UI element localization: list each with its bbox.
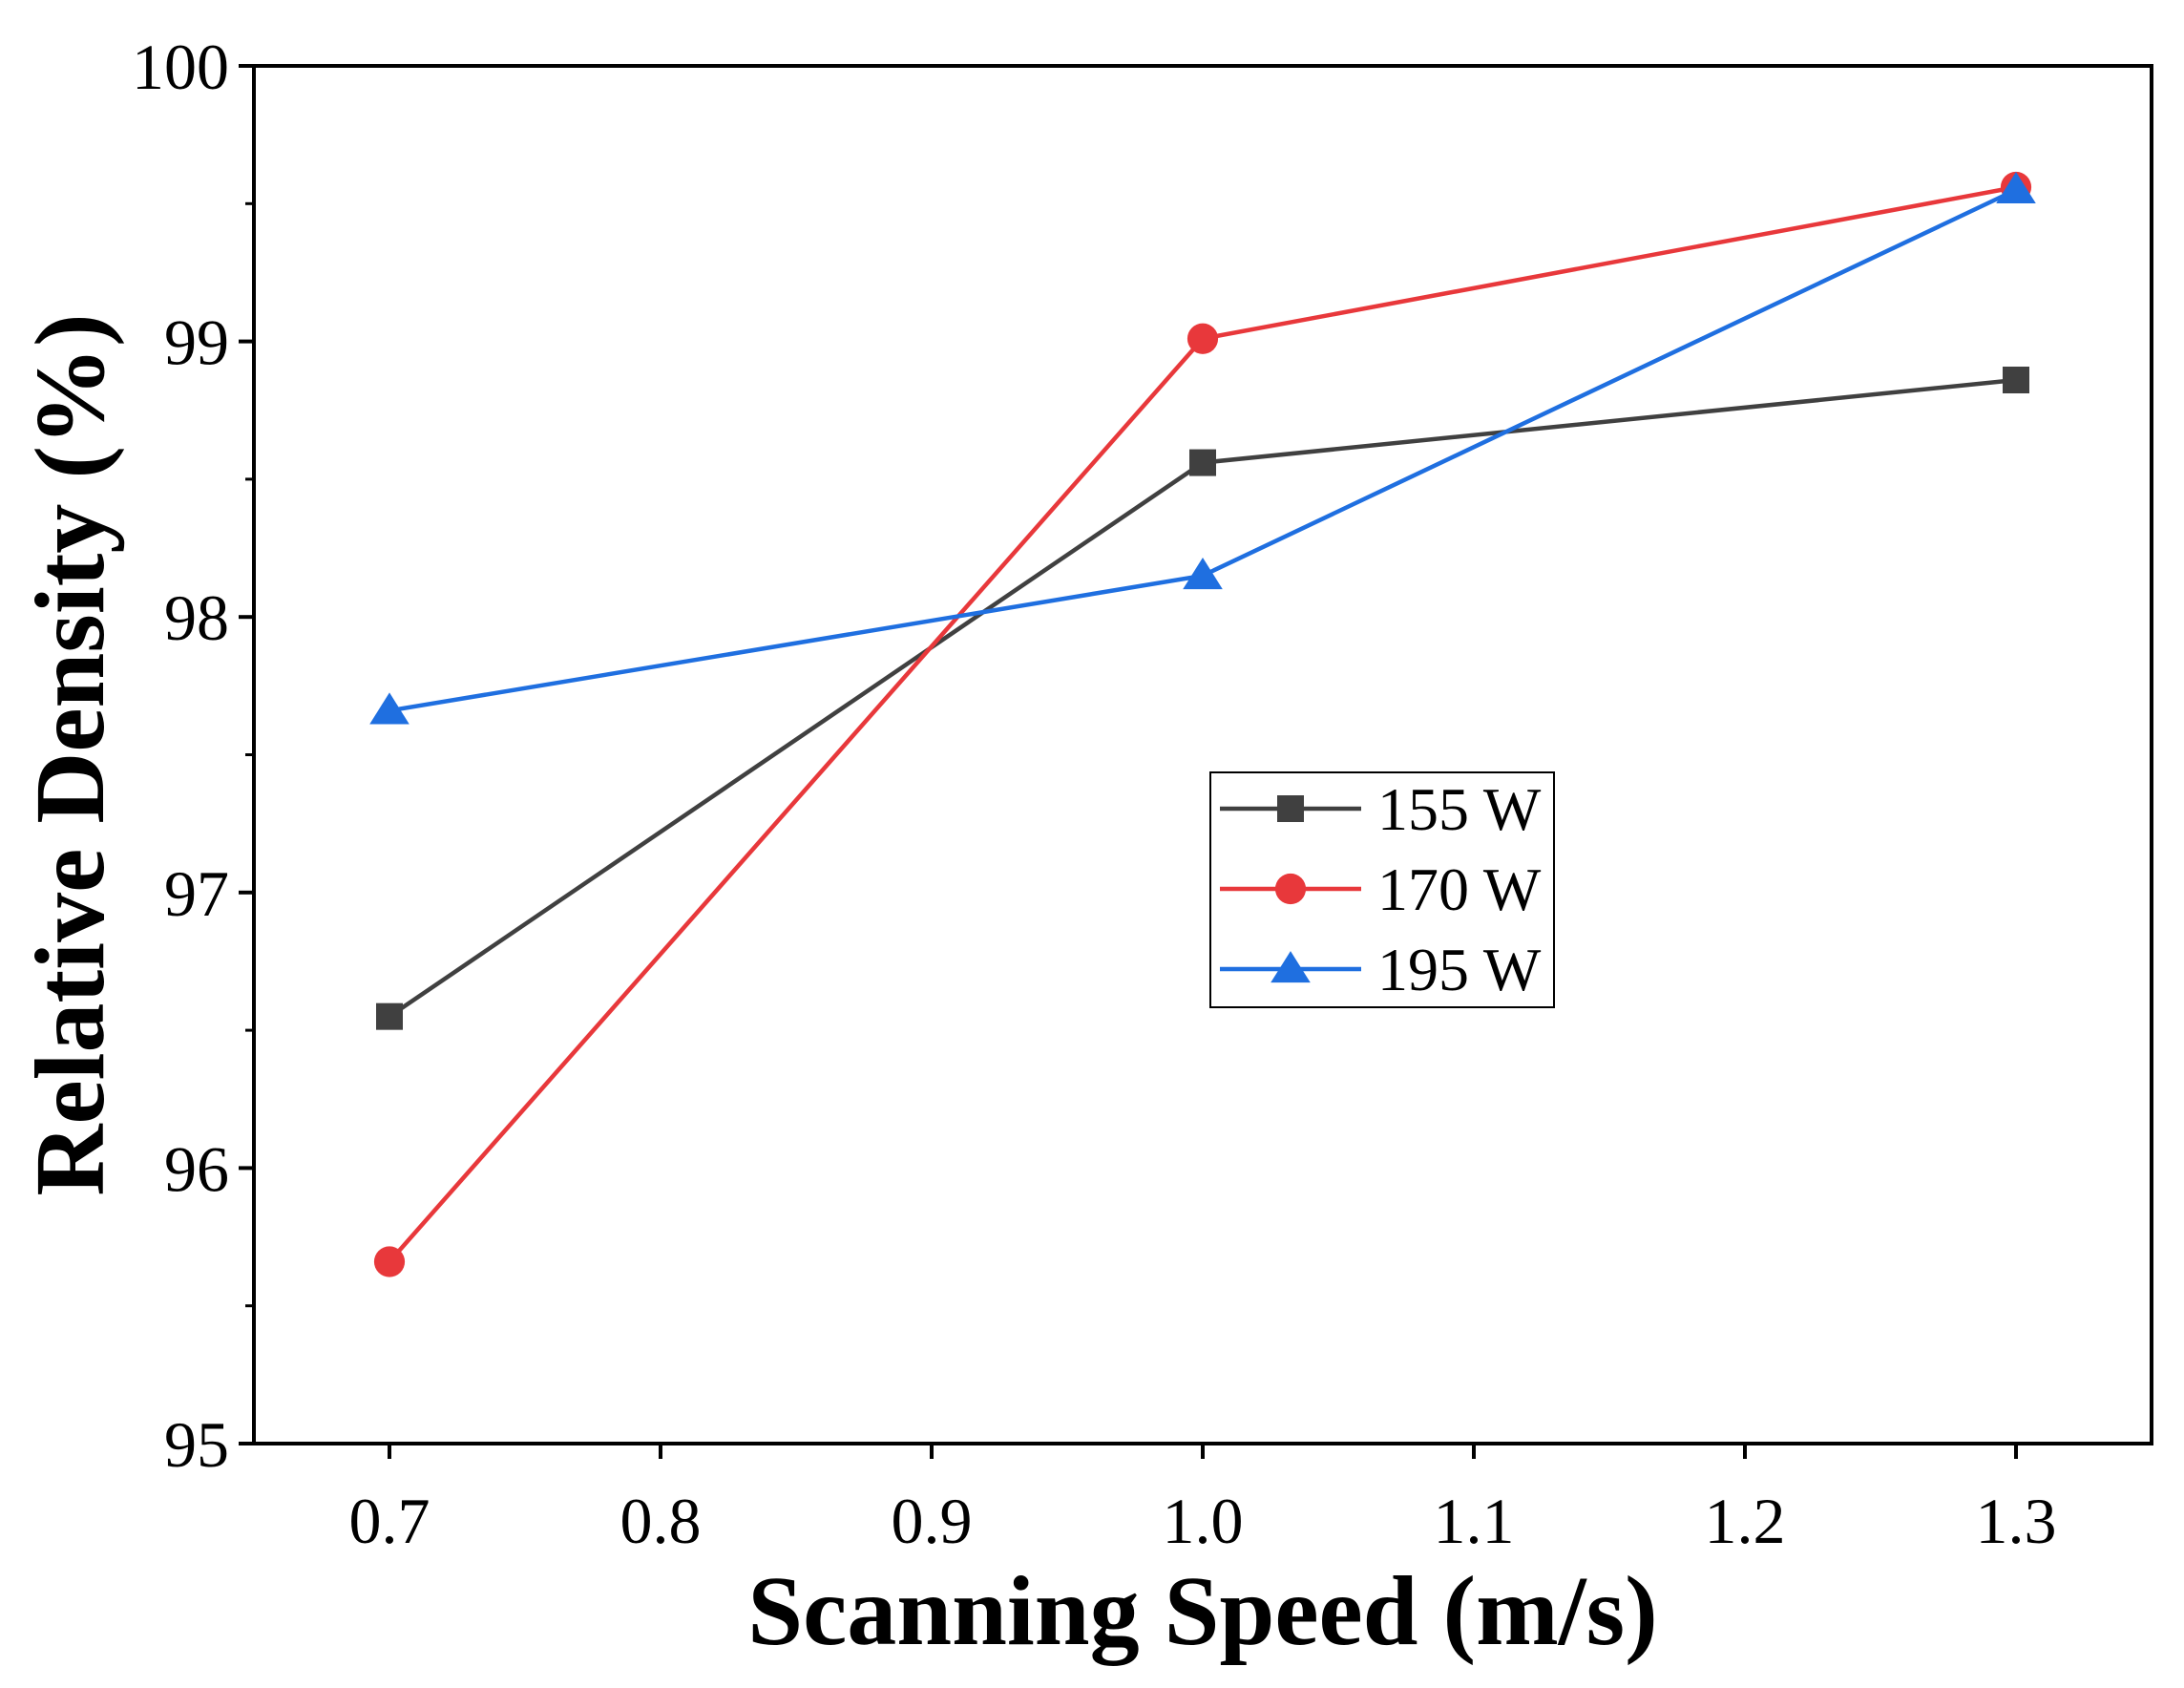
series-1 <box>373 171 2032 1277</box>
x-tick-label: 1.3 <box>1976 1485 2057 1557</box>
legend-marker <box>1277 795 1304 822</box>
minor-ticks <box>245 201 2018 1452</box>
legend-label: 195 W <box>1377 936 1542 1003</box>
y-tick-label: 98 <box>164 581 229 654</box>
series-0 <box>376 367 2029 1030</box>
x-tick-label: 0.7 <box>349 1485 430 1557</box>
y-tick-label: 99 <box>164 306 229 379</box>
legend-marker <box>1270 951 1311 983</box>
x-axis: 0.7 0.8 0.9 1.0 1.1 1.2 1.3 <box>349 1444 2057 1557</box>
series-layer <box>369 171 2036 1277</box>
y-axis: 95 96 97 98 99 100 <box>132 31 254 1481</box>
data-point <box>2003 367 2029 394</box>
plot-frame <box>252 64 2153 1445</box>
legend-item: 195 W <box>1220 936 1542 1003</box>
y-axis-title: Relative Density (%) <box>15 313 125 1195</box>
y-tick-label: 100 <box>132 31 229 103</box>
x-tick-label: 0.9 <box>892 1485 973 1557</box>
legend-marker <box>1274 873 1307 905</box>
legend-item: 170 W <box>1220 855 1542 923</box>
legend: 155 W 170 W 195 W <box>1209 771 1555 1008</box>
data-point <box>1186 323 1219 354</box>
y-tick-label: 96 <box>164 1132 229 1205</box>
legend-label: 170 W <box>1377 855 1542 923</box>
legend-label: 155 W <box>1377 775 1542 843</box>
data-point <box>376 1002 403 1030</box>
data-point <box>1996 171 2036 204</box>
y-tick-label: 97 <box>164 857 229 930</box>
data-point <box>373 1246 406 1277</box>
series-2 <box>369 171 2036 725</box>
plot-border <box>252 64 2153 1445</box>
legend-item: 155 W <box>1220 775 1542 843</box>
data-point <box>1183 558 1223 590</box>
x-tick-label: 1.0 <box>1163 1485 1244 1557</box>
x-axis-title: Scanning Speed (m/s) <box>747 1556 1658 1666</box>
data-point <box>1189 449 1216 476</box>
x-tick-label: 1.2 <box>1705 1485 1786 1557</box>
x-tick-label: 1.1 <box>1434 1485 1515 1557</box>
data-point <box>369 692 410 725</box>
x-tick-label: 0.8 <box>620 1485 702 1557</box>
y-tick-label: 95 <box>164 1408 229 1481</box>
